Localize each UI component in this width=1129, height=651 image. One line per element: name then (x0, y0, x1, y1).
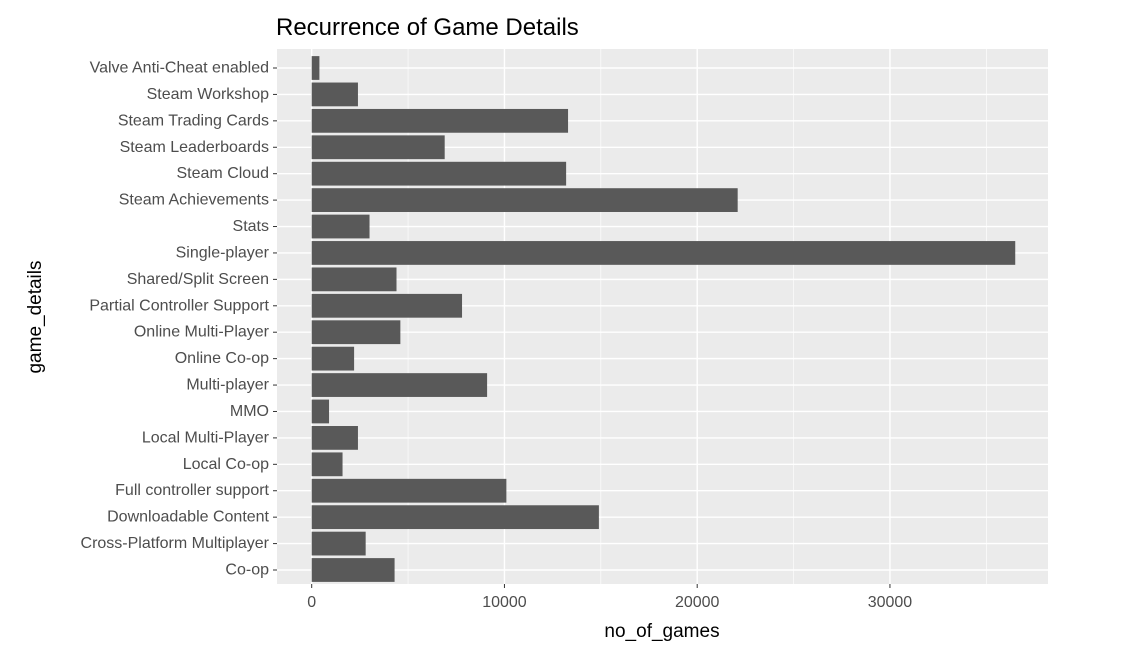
bar (311, 346, 355, 371)
bar (311, 373, 488, 397)
bar (311, 214, 370, 239)
y-tick-label: Steam Leaderboards (120, 139, 269, 156)
y-tick-label: Cross-Platform Multiplayer (81, 535, 270, 552)
bar (311, 531, 366, 556)
bar (311, 241, 1016, 265)
bar (311, 558, 395, 582)
bar (311, 320, 401, 345)
x-axis-title: no_of_games (604, 621, 719, 642)
x-tick-label: 0 (307, 594, 316, 611)
y-axis-title: game_details (25, 260, 46, 373)
y-tick-label: Local Co-op (183, 456, 269, 473)
bar (311, 505, 599, 530)
gridlines (277, 49, 1048, 584)
bar (311, 188, 738, 212)
bar (311, 82, 358, 107)
x-tick-label: 20000 (675, 594, 720, 611)
y-tick-label: Steam Workshop (147, 86, 270, 103)
bar (311, 426, 358, 450)
bar (311, 161, 567, 186)
y-tick-label: Multi-player (186, 377, 269, 394)
y-tick-label: Downloadable Content (107, 509, 269, 526)
bar (311, 108, 569, 133)
bar (311, 267, 397, 292)
y-axis: Co-op Cross-Platform Multiplayer Downloada… (81, 60, 277, 579)
bars (311, 56, 1016, 582)
chart-title: Recurrence of Game Details (276, 14, 579, 41)
y-tick-label: Steam Achievements (119, 192, 269, 209)
y-tick-label: Full controller support (115, 482, 269, 499)
y-tick-label: Partial Controller Support (89, 297, 269, 314)
y-tick-label: Online Co-op (175, 350, 269, 367)
y-tick-label: Steam Cloud (177, 165, 270, 182)
y-tick-label: Shared/Split Screen (127, 271, 269, 288)
bar (311, 478, 507, 503)
y-tick-label: Online Multi-Player (134, 324, 270, 341)
bar (311, 399, 330, 424)
y-tick-label: Valve Anti-Cheat enabled (90, 60, 269, 77)
x-tick-label: 10000 (482, 594, 527, 611)
x-tick-label: 30000 (868, 594, 913, 611)
x-axis: 0 10000 20000 30000 (307, 584, 912, 611)
y-tick-label: Stats (233, 218, 269, 235)
y-tick-label: MMO (230, 403, 269, 420)
bar (311, 56, 320, 80)
y-tick-label: Single-player (176, 244, 270, 261)
bar (311, 452, 343, 477)
y-tick-label: Local Multi-Player (142, 429, 270, 446)
bar (311, 135, 445, 160)
y-tick-label: Steam Trading Cards (118, 112, 269, 129)
bar (311, 293, 463, 318)
y-tick-label: Co-op (225, 562, 269, 579)
